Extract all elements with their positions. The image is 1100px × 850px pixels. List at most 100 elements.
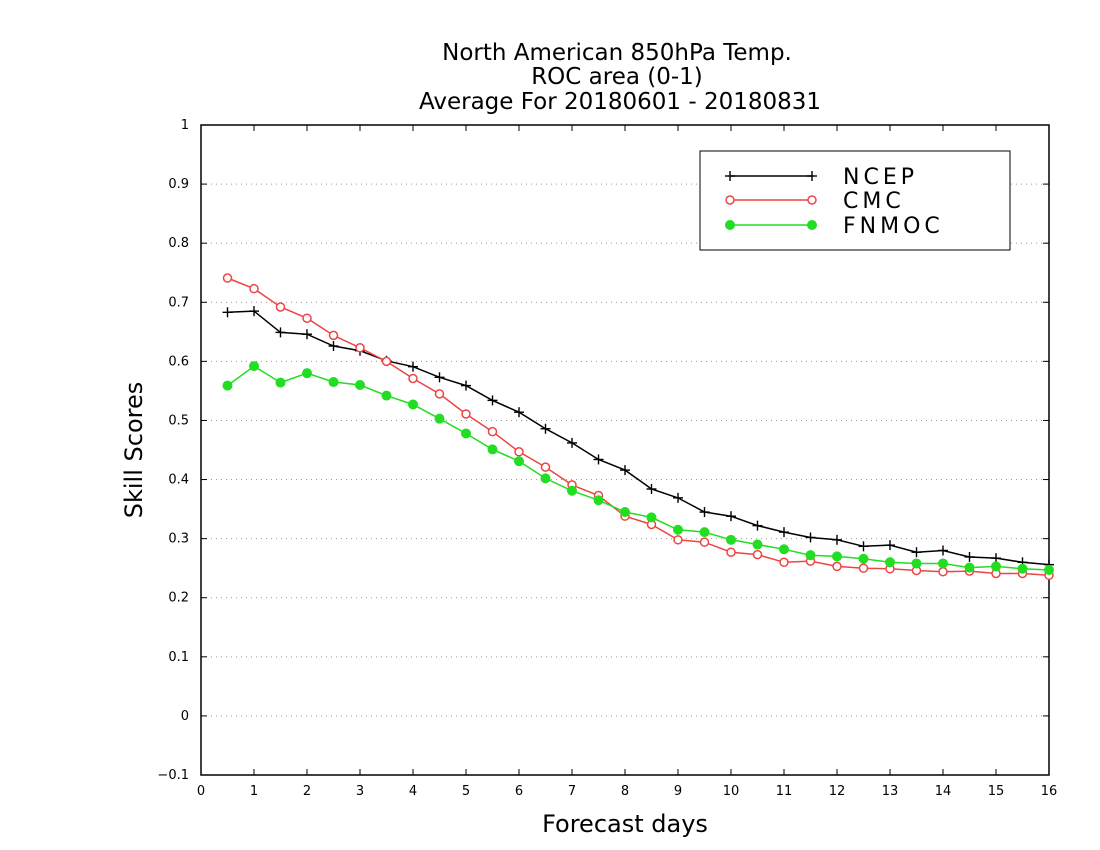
data-point-fnmoc xyxy=(620,507,630,518)
data-point-fnmoc xyxy=(461,428,471,439)
y-tick-label: 0.6 xyxy=(168,354,189,369)
data-point-cmc xyxy=(355,343,365,353)
y-tick-label: 0.4 xyxy=(168,473,189,488)
x-tick-label: 8 xyxy=(621,784,629,799)
data-point-fnmoc xyxy=(885,557,895,568)
x-tick-label: 3 xyxy=(356,784,364,799)
x-axis-label: Forecast days xyxy=(542,810,708,838)
legend-marker-cmc xyxy=(807,195,817,205)
data-point-fnmoc xyxy=(673,524,683,535)
data-point-cmc xyxy=(434,389,445,399)
x-tick-label: 0 xyxy=(197,784,205,799)
series-lines xyxy=(222,273,1054,581)
x-tick-label: 10 xyxy=(723,784,740,799)
chart-title: North American 850hPa Temp. ROC area (0-… xyxy=(419,40,821,115)
series-line-ncep xyxy=(227,310,1050,566)
chart-title-line-3: Average For 20180601 - 20180831 xyxy=(419,89,821,115)
data-point-fnmoc xyxy=(1017,563,1028,574)
data-point-fnmoc xyxy=(911,558,922,569)
data-point-fnmoc xyxy=(328,377,339,388)
y-tick-label: −0.1 xyxy=(157,768,189,783)
y-tick-label: 1 xyxy=(181,118,189,133)
legend-label-ncep: NCEP xyxy=(843,165,918,190)
x-tick-label: 1 xyxy=(250,784,258,799)
data-point-cmc xyxy=(249,283,259,294)
data-point-cmc xyxy=(302,313,312,323)
legend: NCEP CMC FNMOC xyxy=(699,150,1011,251)
x-tick-label: 5 xyxy=(462,784,470,799)
legend-label-cmc: CMC xyxy=(843,189,905,214)
y-tick-label: 0.3 xyxy=(168,532,189,547)
data-point-fnmoc xyxy=(858,553,869,564)
data-point-fnmoc xyxy=(938,558,948,569)
data-point-cmc xyxy=(487,426,498,437)
y-tick-label: 0.1 xyxy=(168,650,189,665)
legend-marker-fnmoc xyxy=(725,220,735,230)
data-point-cmc xyxy=(726,547,736,557)
data-point-fnmoc xyxy=(805,550,816,561)
series-line-fnmoc xyxy=(227,365,1050,571)
legend-marker-cmc xyxy=(725,195,735,205)
data-point-cmc xyxy=(514,447,524,457)
data-point-cmc xyxy=(673,535,683,545)
data-point-fnmoc xyxy=(222,380,233,391)
series-line-cmc xyxy=(227,277,1050,577)
x-tick-label: 7 xyxy=(568,784,576,799)
data-point-fnmoc xyxy=(514,456,524,467)
x-tick-label: 12 xyxy=(829,784,846,799)
data-point-fnmoc xyxy=(832,551,842,562)
data-point-cmc xyxy=(779,557,789,568)
data-point-cmc xyxy=(858,563,869,573)
data-point-cmc xyxy=(938,566,948,577)
data-point-fnmoc xyxy=(726,534,736,545)
y-tick-label: 0.9 xyxy=(168,177,189,192)
x-tick-label: 6 xyxy=(515,784,523,799)
legend-label-fnmoc: FNMOC xyxy=(843,214,944,239)
data-point-cmc xyxy=(832,561,842,572)
x-tick-label: 11 xyxy=(776,784,793,799)
x-tick-label: 16 xyxy=(1041,784,1058,799)
data-point-cmc xyxy=(381,356,392,367)
data-point-cmc xyxy=(752,549,763,560)
data-point-fnmoc xyxy=(964,562,975,573)
data-point-fnmoc xyxy=(593,495,604,506)
y-tick-label: 0.8 xyxy=(168,236,189,251)
data-point-fnmoc xyxy=(355,380,365,390)
legend-marker-fnmoc xyxy=(807,220,817,230)
data-point-fnmoc xyxy=(567,485,577,496)
legend-markers xyxy=(725,171,817,230)
grid xyxy=(201,183,1049,717)
x-tick-label: 9 xyxy=(674,784,682,799)
x-tick-label: 2 xyxy=(303,784,311,799)
x-axis: 0 1 2 3 4 5 6 7 8 9 10 11 12 13 14 15 16 xyxy=(197,125,1057,799)
data-point-cmc xyxy=(328,330,339,341)
x-tick-label: 13 xyxy=(882,784,899,799)
y-axis: −0.1 0 0.1 0.2 0.3 0.4 0.5 0.6 0.7 0.8 0.9 1 xyxy=(157,118,1049,783)
chart-title-line-1: North American 850hPa Temp. xyxy=(442,40,792,66)
chart-title-line-2: ROC area (0-1) xyxy=(531,64,703,90)
y-tick-label: 0.2 xyxy=(168,591,189,606)
data-point-fnmoc xyxy=(699,527,710,538)
x-tick-label: 4 xyxy=(409,784,417,799)
data-point-fnmoc xyxy=(408,399,418,410)
y-tick-label: 0 xyxy=(181,709,189,724)
data-point-cmc xyxy=(461,409,471,419)
data-point-cmc xyxy=(275,302,286,312)
data-point-fnmoc xyxy=(752,539,763,550)
y-tick-label: 0.7 xyxy=(168,295,189,310)
data-point-fnmoc xyxy=(381,390,392,401)
data-point-cmc xyxy=(540,462,551,472)
data-point-fnmoc xyxy=(991,561,1001,572)
data-point-fnmoc xyxy=(302,368,312,379)
data-point-fnmoc xyxy=(779,544,789,555)
data-point-cmc xyxy=(408,373,418,384)
data-point-fnmoc xyxy=(275,377,286,388)
data-point-fnmoc xyxy=(540,473,551,484)
data-point-fnmoc xyxy=(1044,564,1054,575)
data-point-cmc xyxy=(222,273,233,283)
data-point-fnmoc xyxy=(249,361,259,372)
data-point-fnmoc xyxy=(487,444,498,455)
x-tick-label: 14 xyxy=(935,784,952,799)
data-point-fnmoc xyxy=(646,512,657,523)
